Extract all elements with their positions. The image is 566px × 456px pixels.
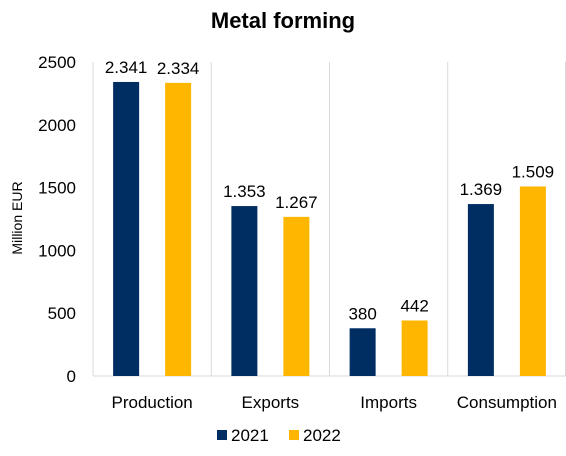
data-label: 380 xyxy=(348,304,376,323)
legend-swatch-2022 xyxy=(289,430,299,440)
data-label: 2.341 xyxy=(105,58,148,77)
x-category-label: Consumption xyxy=(457,393,557,412)
legend-label: 2021 xyxy=(231,426,269,445)
y-tick-label: 1000 xyxy=(38,241,76,260)
x-category-label: Production xyxy=(111,393,192,412)
bar-2021-consumption xyxy=(467,204,494,376)
plot-area: 0 500 1000 1500 2000 2500 2.341 2.334 Production… xyxy=(38,53,566,412)
y-tick-label: 0 xyxy=(67,367,76,386)
legend-label: 2022 xyxy=(303,426,341,445)
y-axis-label: Million EUR xyxy=(9,181,25,254)
data-label: 442 xyxy=(400,296,428,315)
bar-2022-production xyxy=(165,82,192,376)
y-tick-label: 2000 xyxy=(38,116,76,135)
bar-2021-exports xyxy=(231,206,258,376)
data-label: 2.334 xyxy=(157,59,200,78)
y-tick-label: 1500 xyxy=(38,179,76,198)
bar-2021-imports xyxy=(349,328,376,376)
legend: 2021 2022 xyxy=(217,426,341,445)
data-label: 1.369 xyxy=(460,180,503,199)
data-label: 1.353 xyxy=(223,182,266,201)
data-label: 1.267 xyxy=(275,193,318,212)
bar-2022-exports xyxy=(283,216,310,376)
bar-2022-imports xyxy=(401,320,428,376)
x-category-label: Exports xyxy=(242,393,300,412)
legend-swatch-2021 xyxy=(217,430,227,440)
chart-title: Metal forming xyxy=(211,8,355,33)
bar-2021-production xyxy=(113,81,140,376)
bar-2022-consumption xyxy=(519,186,546,376)
x-category-label: Imports xyxy=(360,393,417,412)
y-tick-label: 500 xyxy=(48,304,76,323)
data-label: 1.509 xyxy=(512,162,555,181)
y-tick-label: 2500 xyxy=(38,53,76,72)
